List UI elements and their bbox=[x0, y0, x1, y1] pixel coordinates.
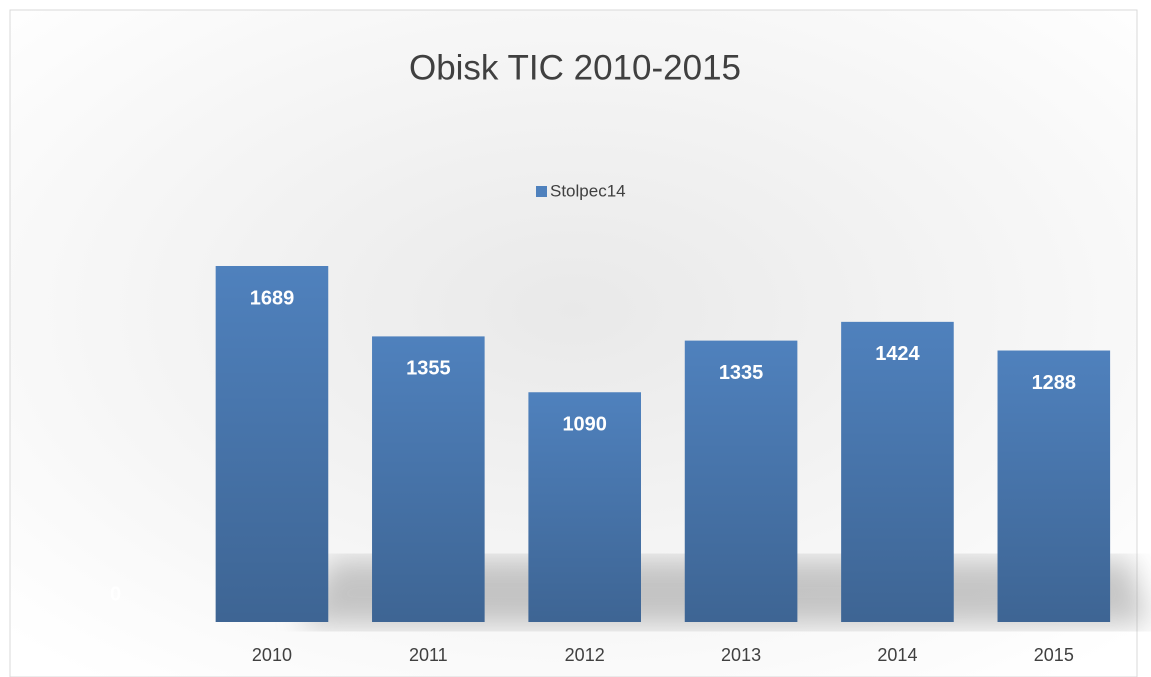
x-tick-label: 2013 bbox=[721, 645, 761, 665]
data-label: 1090 bbox=[562, 414, 607, 436]
bar-shade bbox=[841, 321, 954, 622]
x-tick-label: 2010 bbox=[252, 645, 292, 665]
x-tick-label: 2011 bbox=[409, 645, 448, 665]
bar-shade bbox=[684, 340, 798, 622]
bar-shade bbox=[528, 392, 641, 622]
legend: Stolpec14 bbox=[536, 181, 626, 200]
chart-title: Obisk TIC 2010-2015 bbox=[409, 48, 741, 87]
data-label: 0 bbox=[110, 583, 121, 605]
data-label: 1288 bbox=[1032, 372, 1077, 394]
bar-shade bbox=[215, 265, 329, 622]
bar-shade bbox=[372, 336, 485, 622]
x-tick-label: 2012 bbox=[565, 645, 605, 665]
data-label: 1424 bbox=[875, 343, 920, 365]
data-label: 1689 bbox=[250, 287, 295, 309]
data-label: 1355 bbox=[406, 358, 451, 380]
legend-swatch bbox=[536, 186, 547, 197]
legend-label: Stolpec14 bbox=[550, 181, 626, 200]
x-tick-label: 2015 bbox=[1034, 645, 1074, 665]
data-label: 1335 bbox=[719, 362, 764, 384]
x-tick-label: 2014 bbox=[877, 645, 917, 665]
bar-shade bbox=[997, 350, 1111, 622]
